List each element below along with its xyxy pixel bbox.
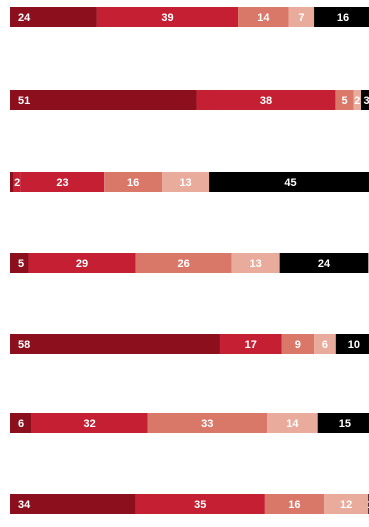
bar-row: 5 29 26 13 24 (10, 253, 369, 273)
bar-segment (335, 90, 354, 110)
data-label: 7 (298, 12, 304, 24)
bar-segment (10, 253, 29, 273)
bar-segment (104, 172, 163, 192)
bar-row: 58 17 9 6 10 (10, 334, 369, 354)
bar-segment (147, 413, 268, 433)
bar-segment (317, 413, 369, 433)
bar-segment (219, 334, 282, 354)
data-label: 16 (288, 499, 300, 511)
data-label: 1 (367, 499, 369, 511)
data-label: 6 (18, 418, 24, 430)
data-label: 38 (260, 95, 272, 107)
data-label: 6 (322, 339, 328, 351)
data-label: 9 (295, 339, 301, 351)
bar-row: 24 39 14 7 16 (10, 7, 369, 27)
data-label: 45 (284, 177, 296, 189)
bar-segment (13, 172, 21, 192)
bar-segment (361, 90, 369, 110)
data-label: 14 (257, 12, 270, 24)
bar-segment (31, 413, 148, 433)
data-label: 17 (245, 339, 257, 351)
bar-segment (314, 7, 369, 27)
data-label: 5 (18, 258, 24, 270)
bar-segment (267, 413, 318, 433)
bar-segment (10, 494, 136, 514)
data-label: 2 (14, 177, 20, 189)
data-label: 10 (348, 339, 360, 351)
bar-segment (288, 7, 315, 27)
bar-row: 34 35 16 12 1 (10, 494, 369, 514)
bar-row: 2 23 16 13 45 (10, 172, 369, 192)
data-label: 39 (161, 12, 173, 24)
bar-segment (279, 253, 369, 273)
bar-segment (335, 334, 369, 354)
data-label: 34 (18, 499, 31, 511)
data-label: 2 (354, 95, 360, 107)
data-label: 13 (250, 258, 262, 270)
bar-segment (353, 90, 362, 110)
bar-segment (314, 334, 336, 354)
bar-row: 6 32 33 14 15 (10, 413, 369, 433)
bar-segment (264, 494, 324, 514)
data-label: 24 (318, 258, 331, 270)
bar-segment (96, 7, 239, 27)
bar-segment (281, 334, 315, 354)
bar-segment (196, 90, 336, 110)
bar-segment (10, 334, 220, 354)
data-label: 12 (340, 499, 352, 511)
data-label: 23 (56, 177, 68, 189)
data-label: 3 (363, 95, 369, 107)
bar-row: 51 38 5 2 3 (10, 90, 369, 110)
bar-segment (10, 90, 197, 110)
bar-segment (231, 253, 280, 273)
bar-segment (28, 253, 136, 273)
bar-segment (10, 7, 97, 27)
data-label: 32 (84, 418, 96, 430)
bar-segment (238, 7, 289, 27)
data-label: 35 (194, 499, 206, 511)
bar-segment (135, 494, 265, 514)
data-label: 16 (337, 12, 349, 24)
data-label: 24 (18, 12, 31, 24)
data-label: 5 (342, 95, 348, 107)
data-label: 58 (18, 339, 30, 351)
data-label: 51 (18, 95, 30, 107)
bar-segment (135, 253, 232, 273)
data-label: 16 (127, 177, 139, 189)
data-label: 29 (76, 258, 88, 270)
bar-segment (10, 172, 14, 192)
bar-segment (162, 172, 210, 192)
data-label: 15 (339, 418, 351, 430)
bar-segment (10, 413, 32, 433)
bar-segment (20, 172, 105, 192)
data-label: 33 (201, 418, 213, 430)
data-label: 13 (179, 177, 191, 189)
data-label: 26 (177, 258, 189, 270)
bar-segment (209, 172, 369, 192)
data-label: 14 (286, 418, 299, 430)
bar-segment (323, 494, 369, 514)
